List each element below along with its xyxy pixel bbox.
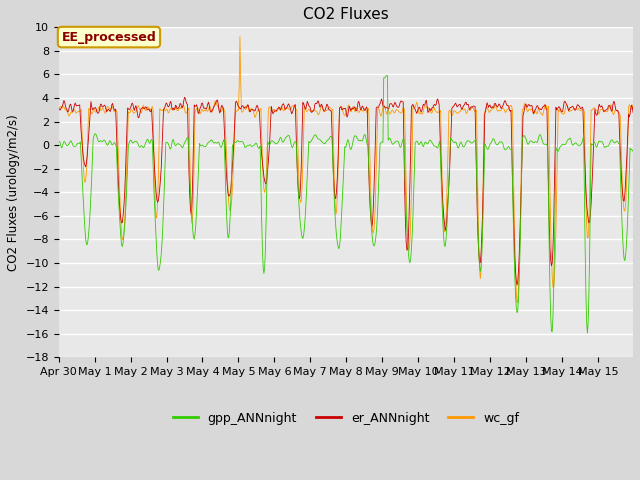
- Text: EE_processed: EE_processed: [61, 31, 156, 44]
- Title: CO2 Fluxes: CO2 Fluxes: [303, 7, 388, 22]
- Y-axis label: CO2 Fluxes (urology/m2/s): CO2 Fluxes (urology/m2/s): [7, 114, 20, 271]
- Legend: gpp_ANNnight, er_ANNnight, wc_gf: gpp_ANNnight, er_ANNnight, wc_gf: [168, 407, 524, 430]
